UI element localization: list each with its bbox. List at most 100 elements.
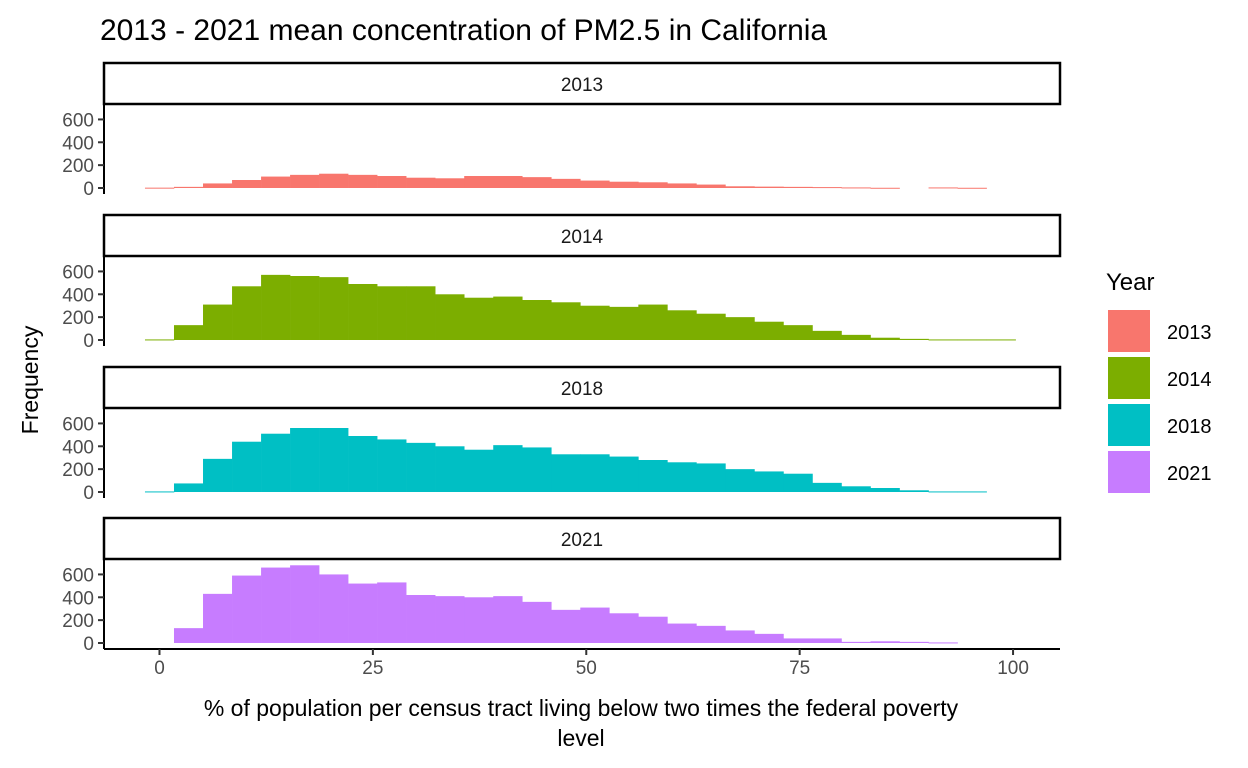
histogram-bar — [551, 609, 581, 643]
legend-swatch — [1108, 357, 1150, 399]
histogram-bar — [203, 593, 233, 643]
legend-label: 2014 — [1167, 369, 1212, 391]
histogram-bar — [464, 297, 494, 340]
histogram-bar — [725, 469, 755, 492]
histogram-bar — [928, 187, 958, 189]
histogram-bar — [232, 441, 262, 492]
histogram-bar — [957, 339, 987, 341]
histogram-bar — [493, 296, 523, 340]
facet-panels: 2013020040060020140200400600201802004006… — [62, 61, 1062, 679]
histogram-bar — [406, 177, 436, 188]
y-tick-label: 400 — [62, 285, 94, 306]
facet-strip — [102, 213, 1062, 258]
histogram-bar — [406, 595, 436, 643]
histogram-bar — [319, 574, 349, 643]
histogram-bar — [319, 428, 349, 492]
x-axis-label: % of population per census tract living … — [204, 695, 959, 721]
chart-title: 2013 - 2021 mean concentration of PM2.5 … — [100, 14, 827, 47]
histogram-bar — [783, 638, 813, 643]
histogram-bar — [986, 339, 1016, 341]
histogram-bar — [319, 277, 349, 340]
y-axis-label: Frequency — [17, 325, 43, 434]
histogram-bar — [870, 187, 900, 189]
y-tick-label: 200 — [62, 611, 94, 632]
histogram-bar — [522, 447, 552, 492]
histogram-bar — [290, 276, 320, 340]
histogram-bar — [580, 180, 610, 188]
facet-strip — [102, 365, 1062, 410]
histogram-bar — [696, 625, 726, 643]
facet-strip-label: 2013 — [561, 75, 603, 96]
histogram-bar — [377, 582, 407, 643]
histogram-bar — [928, 339, 958, 341]
histogram-bar — [580, 454, 610, 492]
histogram-bar — [609, 613, 639, 643]
histogram-bar — [899, 338, 929, 340]
y-tick-label: 0 — [83, 634, 94, 655]
histogram-bar — [841, 334, 871, 340]
histogram-bar — [493, 445, 523, 492]
histogram-bar — [899, 641, 929, 643]
facet-strip — [102, 61, 1062, 106]
histogram-bar — [551, 178, 581, 188]
histogram-bar — [290, 174, 320, 188]
y-tick-label: 600 — [62, 110, 94, 131]
histogram-bar — [435, 178, 465, 188]
histogram-bar — [377, 176, 407, 188]
histogram-bar — [783, 325, 813, 340]
histogram-bar — [870, 641, 900, 643]
y-tick-label: 600 — [62, 262, 94, 283]
histogram-bar — [638, 460, 668, 492]
y-tick-label: 200 — [62, 156, 94, 177]
y-tick-label: 600 — [62, 414, 94, 435]
histogram-bar — [464, 449, 494, 492]
histogram-bar — [261, 567, 291, 643]
histogram-bar — [667, 310, 697, 340]
histogram-bar — [435, 294, 465, 340]
histogram-bar — [203, 304, 233, 340]
histogram-bar — [754, 186, 784, 188]
histogram-bar — [754, 633, 784, 643]
histogram-bar — [522, 300, 552, 340]
histogram-bar — [609, 456, 639, 492]
histogram-bar — [348, 436, 378, 492]
histogram-bar — [783, 473, 813, 492]
legend-swatch — [1108, 310, 1150, 352]
histogram-bar — [435, 446, 465, 492]
facet-strip-label: 2018 — [561, 379, 603, 400]
histogram-bar — [522, 601, 552, 643]
histogram-bar — [754, 471, 784, 492]
histogram-bar — [667, 462, 697, 492]
y-tick-label: 400 — [62, 588, 94, 609]
histogram-bar — [319, 173, 349, 188]
histogram-bar — [232, 575, 262, 643]
histogram-bar — [261, 176, 291, 188]
y-tick-label: 200 — [62, 308, 94, 329]
y-tick-label: 0 — [83, 331, 94, 352]
histogram-bar — [348, 284, 378, 340]
histogram-bar — [812, 482, 842, 492]
histogram-bar — [290, 428, 320, 492]
facet-strip-label: 2021 — [561, 530, 603, 551]
histogram-bar — [696, 184, 726, 188]
histogram-bar — [609, 306, 639, 340]
histogram-bar — [725, 317, 755, 340]
y-tick-label: 600 — [62, 565, 94, 586]
histogram-bar — [957, 491, 987, 493]
histogram-bar — [667, 623, 697, 643]
histogram-bar — [261, 274, 291, 340]
histogram-bar — [725, 186, 755, 188]
histogram-bar — [348, 174, 378, 188]
y-tick-label: 400 — [62, 133, 94, 154]
histogram-bar — [957, 187, 987, 189]
histogram-bar — [493, 596, 523, 643]
facet-strip — [102, 516, 1062, 561]
y-tick-label: 0 — [83, 483, 94, 504]
histogram-bar — [696, 463, 726, 492]
legend-item-2018: 2018 — [1108, 404, 1212, 446]
histogram-bar — [928, 491, 958, 493]
histogram-bar — [173, 483, 204, 492]
